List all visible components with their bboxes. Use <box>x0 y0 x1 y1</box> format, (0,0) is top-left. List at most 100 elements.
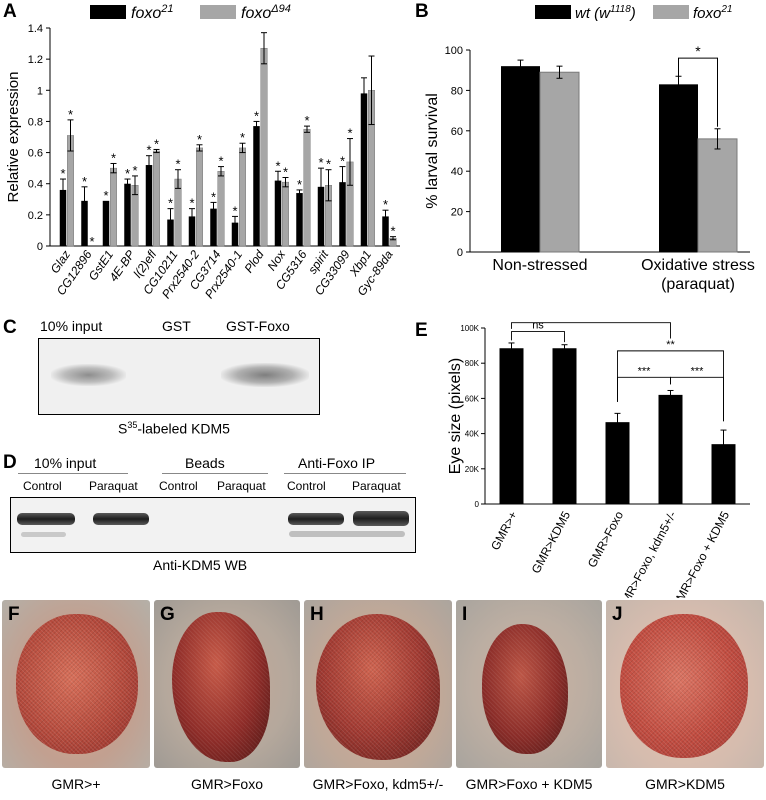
bar-a <box>253 126 260 246</box>
panel-letter-b: B <box>415 1 429 22</box>
significance-a: * <box>304 113 309 128</box>
bar-a <box>382 216 389 246</box>
bar-a <box>303 128 311 247</box>
significance-a: * <box>254 108 259 123</box>
significance-a: * <box>146 143 151 158</box>
significance-a: * <box>68 107 73 122</box>
bar-a <box>167 219 174 246</box>
x-tick-label-e: GMR>Foxo, kdm5+/- <box>614 509 679 598</box>
lane-label-paraquat-1: Paraquat <box>89 479 138 493</box>
group-label-beads: Beads <box>185 455 225 471</box>
significance-a: * <box>340 154 345 169</box>
group-label-input: 10% input <box>34 455 97 471</box>
x-tick-label-e: GMR>KDM5 <box>529 509 574 576</box>
bar-a <box>174 178 182 247</box>
y-tick-label-b: 80 <box>451 85 463 97</box>
group-rule-beads <box>162 473 268 474</box>
group-rule-input <box>18 473 128 474</box>
group-label-ip: Anti-Foxo IP <box>298 455 376 471</box>
y-tick-label-b: 0 <box>457 247 463 259</box>
x-tick-label-b: (paraquat) <box>661 276 735 293</box>
bracket-double-1-label: ** <box>587 318 596 323</box>
significance-a: * <box>103 188 108 203</box>
band-input <box>51 364 126 386</box>
legend-label-b-0: wt (w1118) <box>575 4 636 22</box>
bracket-double-1 <box>511 322 671 339</box>
bracket-triple-1-label: *** <box>638 365 652 377</box>
y-tick-label-b: 100 <box>445 45 463 57</box>
y-tick-label-b: 20 <box>451 207 463 219</box>
bar-a <box>210 208 217 246</box>
significance-a: * <box>297 177 302 192</box>
eye-photo-g <box>154 600 300 768</box>
bar-a <box>102 200 110 246</box>
bar-e <box>605 422 630 504</box>
lane-label-paraquat-3: Paraquat <box>352 479 401 493</box>
bar-a <box>188 216 196 246</box>
legend-label-a-0: foxo21 <box>131 3 174 22</box>
bar-a <box>231 222 239 246</box>
bar-e <box>552 348 577 504</box>
significance-a: * <box>60 166 65 181</box>
significance-a: * <box>125 166 130 181</box>
legend-swatch-b-0 <box>535 5 571 19</box>
bracket-double-2-label: ** <box>666 339 675 351</box>
panel-letter-c: C <box>3 317 17 338</box>
significance-a: * <box>326 157 331 172</box>
eye-photo-i <box>456 600 602 768</box>
bar-a <box>196 147 203 247</box>
chart-a-expression: foxo21 foxoΔ94 0 0.2 0.4 0.6 0.8 1 1.2 1.4 Relativ… <box>5 3 400 301</box>
eye-photo-j <box>606 600 764 768</box>
x-tick-label-e: GMR>Foxo + KDM5 <box>669 509 733 598</box>
eye-caption-g: GMR>Foxo <box>191 776 263 792</box>
significance-a: * <box>383 197 388 212</box>
chart-e-eye-size: 0 20K 40K 60K 80K 100K Eye size (pixels) GMR>+ G… <box>447 318 750 598</box>
y-tick-label-e: 40K <box>465 430 480 439</box>
panel-letter-h: H <box>310 604 324 625</box>
bar-a <box>339 182 346 246</box>
x-tick-label-b: Oxidative stress <box>641 257 755 274</box>
eye-caption-j: GMR>KDM5 <box>645 776 725 792</box>
y-tick-label-e: 60K <box>465 394 480 403</box>
significance-b: * <box>695 43 701 59</box>
band-faint-input <box>21 532 66 537</box>
y-tick-label-a: 1.2 <box>28 54 43 66</box>
significance-a: * <box>111 150 116 165</box>
x-tick-label-e: GMR>Foxo <box>585 509 626 570</box>
bar-a <box>67 135 74 247</box>
compound-eye-f <box>16 614 138 754</box>
significance-a: * <box>197 132 202 147</box>
significance-a: * <box>347 126 352 141</box>
y-tick-label-a: 0.8 <box>28 116 43 128</box>
panel-letter-d: D <box>3 452 17 473</box>
significance-a: * <box>211 189 216 204</box>
y-tick-label-a: 1 <box>37 85 43 97</box>
panel-letter-i: I <box>462 604 468 625</box>
significance-a: * <box>218 154 223 169</box>
lane-label-paraquat-2: Paraquat <box>217 479 266 493</box>
y-tick-label-e: 100K <box>460 324 479 333</box>
significance-a: * <box>318 155 323 170</box>
legend-swatch-a-1 <box>200 5 236 19</box>
compound-eye-j <box>620 614 748 758</box>
lane-label-control-2: Control <box>159 479 198 493</box>
panel-letter-j: J <box>612 604 623 625</box>
autoradiograph <box>38 338 320 415</box>
y-tick-label-a: 0 <box>37 241 43 253</box>
y-tick-label-e: 20K <box>465 465 480 474</box>
significance-a: * <box>240 130 245 145</box>
lane-label-control-3: Control <box>287 479 326 493</box>
band-gst-foxo <box>221 363 309 387</box>
bar-b <box>659 84 698 252</box>
bar-a <box>217 171 225 247</box>
bar-a <box>296 193 303 246</box>
panel-letter-a: A <box>3 1 17 22</box>
band-control-input <box>17 513 75 525</box>
x-tick-label-b: Non-stressed <box>492 257 587 274</box>
western-blot <box>10 497 416 553</box>
significance-a: * <box>168 196 173 211</box>
x-tick-label-a: Plod <box>241 247 266 275</box>
significance-a: * <box>154 136 159 151</box>
bracket-ns-label: ns <box>532 320 544 332</box>
significance-a: * <box>175 157 180 172</box>
